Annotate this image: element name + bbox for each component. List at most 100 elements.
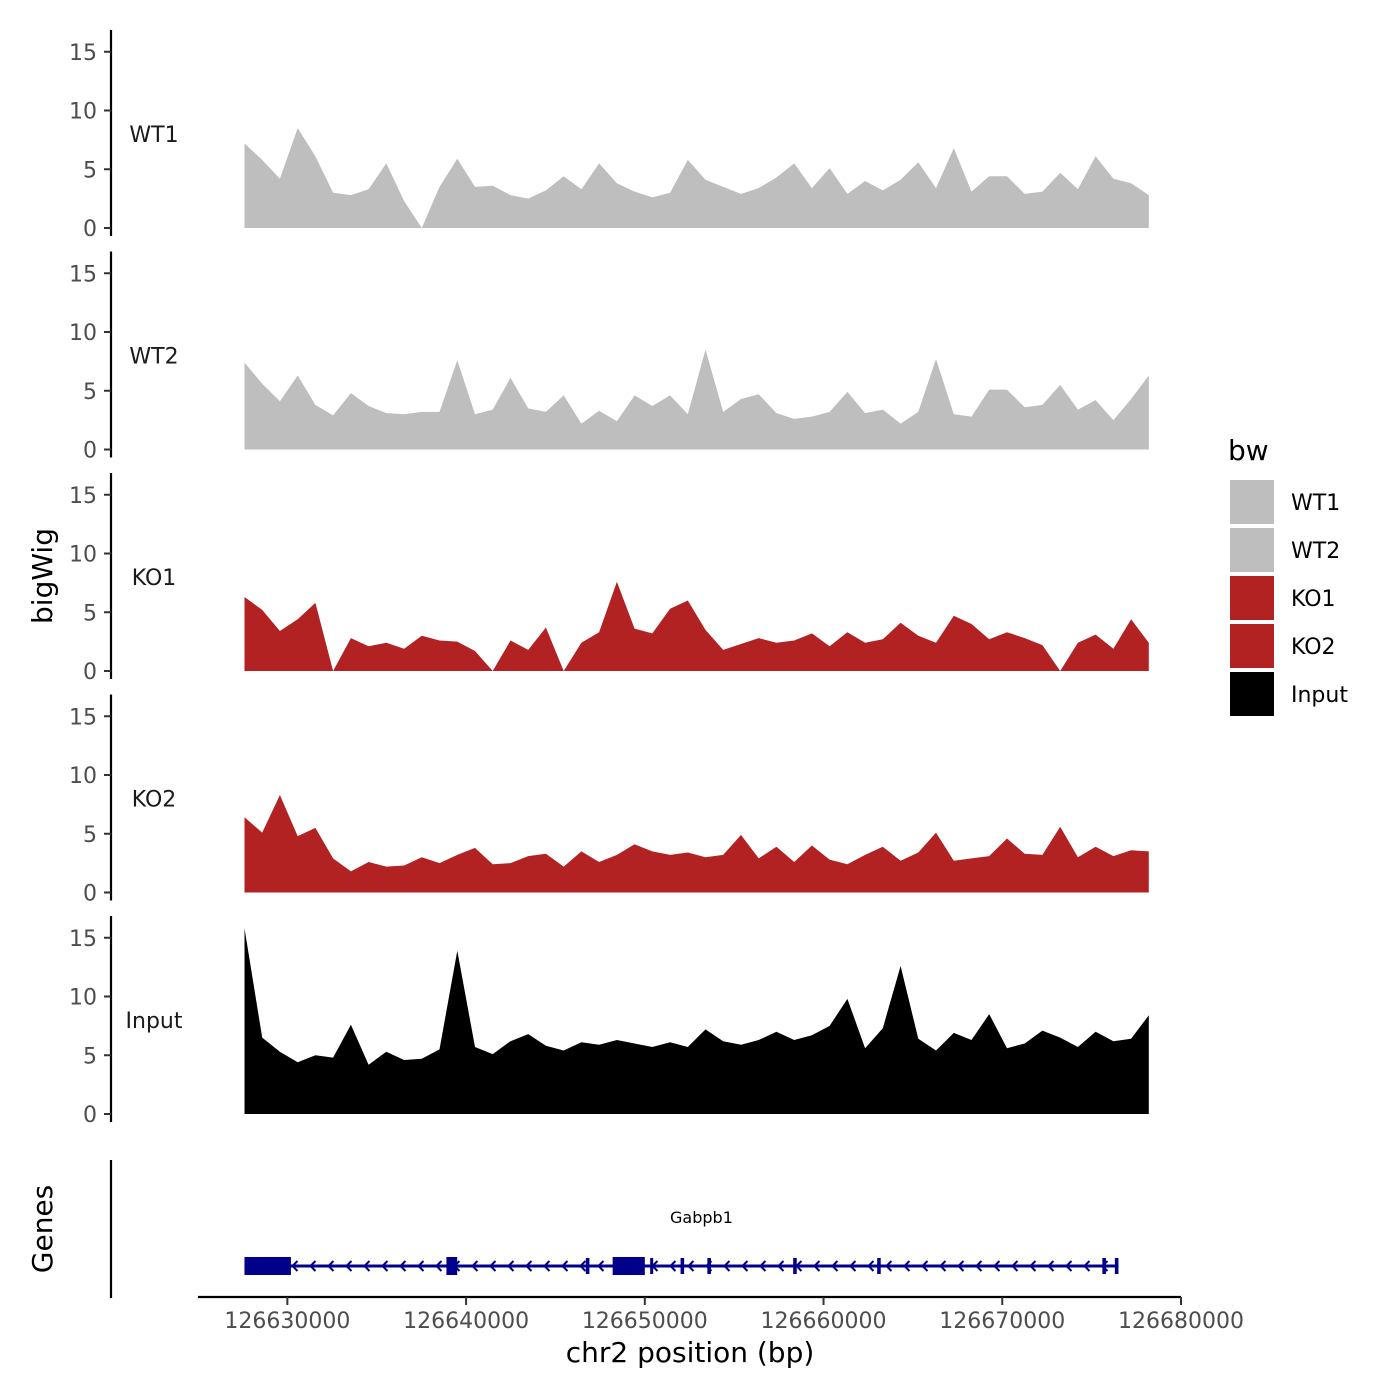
track-wt2: 0 5 10 15 WT2 — [69, 251, 1149, 464]
gene-exon-5 — [650, 1258, 654, 1274]
x-axis-title: chr2 position (bp) — [566, 1336, 815, 1369]
gene-exon-6 — [680, 1258, 685, 1274]
y-tick-label-ko2-5: 5 — [83, 823, 97, 848]
y-tick-label-input-5: 5 — [83, 1044, 97, 1069]
legend-label-wt1: WT1 — [1291, 491, 1340, 516]
y-tick-label-ko1-0: 0 — [83, 660, 97, 685]
strand-arrow — [507, 1260, 515, 1272]
gene-label: Gabpb1 — [670, 1208, 733, 1227]
strand-arrow — [435, 1260, 443, 1272]
gene-exon-10 — [1102, 1258, 1106, 1274]
strand-arrow — [345, 1260, 353, 1272]
track-input: 0 5 10 15 Input — [69, 916, 1149, 1128]
track-ko2: 0 5 10 15 KO2 — [69, 694, 1149, 907]
legend-key-wt1 — [1230, 480, 1274, 524]
track-label-ko1: KO1 — [132, 566, 177, 591]
strand-arrow — [759, 1260, 767, 1272]
bigwig-tracks: 0 5 10 15 WT1 0 5 10 15 WT2 0 5 10 15 KO1 0 5 10 15 KO2 0 5 10… — [69, 30, 1149, 1128]
y-tick-label-input-0: 0 — [83, 1103, 97, 1128]
area-wt2 — [244, 349, 1149, 450]
y-tick-label-ko2-10: 10 — [69, 764, 97, 789]
y-tick-label-wt2-0: 0 — [83, 439, 97, 464]
strand-arrow — [957, 1260, 965, 1272]
gene-exon-8 — [793, 1258, 797, 1274]
strand-arrow — [777, 1260, 785, 1272]
y-tick-label-ko1-10: 10 — [69, 543, 97, 568]
strand-arrow — [525, 1260, 533, 1272]
track-label-input: Input — [126, 1009, 183, 1034]
strand-arrow — [939, 1260, 947, 1272]
y-tick-label-wt1-15: 15 — [69, 41, 97, 66]
strand-arrow — [309, 1260, 317, 1272]
strand-arrow — [471, 1260, 479, 1272]
genes-panel: Genes Gabpb1 — [26, 1160, 1119, 1298]
legend-key-input — [1230, 672, 1274, 716]
strand-arrow — [993, 1260, 1001, 1272]
strand-arrow — [903, 1260, 911, 1272]
legend-key-ko2 — [1230, 624, 1274, 668]
y-tick-label-ko1-15: 15 — [69, 484, 97, 509]
area-wt1 — [244, 128, 1149, 228]
strand-arrow — [597, 1260, 605, 1272]
legend-key-ko1 — [1230, 576, 1274, 620]
strand-arrow — [1029, 1260, 1037, 1272]
strand-arrow — [543, 1260, 551, 1272]
strand-arrow — [1083, 1260, 1091, 1272]
legend-key-wt2 — [1230, 528, 1274, 572]
strand-arrow — [417, 1260, 425, 1272]
strand-arrow — [579, 1260, 587, 1272]
legend-label-wt2: WT2 — [1291, 539, 1340, 564]
strand-arrow — [813, 1260, 821, 1272]
strand-arrow — [381, 1260, 389, 1272]
legend-label-input: Input — [1291, 683, 1348, 708]
strand-arrow — [687, 1260, 695, 1272]
x-axis: chr2 position (bp) 126630000 126640000 126… — [198, 1295, 1244, 1369]
legend: bw WT1 WT2 KO1 KO2 Input — [1228, 434, 1348, 716]
y-tick-label-wt1-0: 0 — [83, 217, 97, 242]
strand-arrow — [1065, 1260, 1073, 1272]
gene-gabpb1: Gabpb1 — [244, 1208, 1119, 1275]
gene-exon-4 — [612, 1257, 645, 1275]
x-tick-label-126670000: 126670000 — [939, 1309, 1065, 1334]
gene-exon-11 — [1114, 1258, 1119, 1274]
strand-arrow — [363, 1260, 371, 1272]
y-axis-title-bigwig: bigWig — [26, 528, 59, 624]
legend-title: bw — [1228, 434, 1269, 467]
y-tick-label-ko2-0: 0 — [83, 882, 97, 907]
area-ko2 — [244, 795, 1149, 893]
x-tick-label-126640000: 126640000 — [403, 1309, 529, 1334]
y-tick-label-input-15: 15 — [69, 927, 97, 952]
strand-arrow — [669, 1260, 677, 1272]
y-tick-label-wt2-15: 15 — [69, 262, 97, 287]
x-tick-label-126680000: 126680000 — [1118, 1309, 1244, 1334]
track-label-wt2: WT2 — [129, 345, 178, 370]
y-tick-label-ko2-15: 15 — [69, 705, 97, 730]
track-ko1: 0 5 10 15 KO1 — [69, 473, 1149, 685]
strand-arrow — [489, 1260, 497, 1272]
strand-arrow — [561, 1260, 569, 1272]
strand-arrow — [1011, 1260, 1019, 1272]
y-tick-label-wt1-10: 10 — [69, 100, 97, 125]
gene-exon-9 — [877, 1258, 881, 1274]
track-label-wt1: WT1 — [129, 123, 178, 148]
x-tick-label-126630000: 126630000 — [224, 1309, 350, 1334]
y-tick-label-input-10: 10 — [69, 986, 97, 1011]
strand-arrow — [831, 1260, 839, 1272]
strand-arrow — [849, 1260, 857, 1272]
strand-arrow — [291, 1260, 299, 1272]
y-tick-label-ko1-5: 5 — [83, 601, 97, 626]
y-tick-label-wt2-5: 5 — [83, 380, 97, 405]
legend-label-ko2: KO2 — [1291, 635, 1336, 660]
gene-exon-2 — [446, 1257, 458, 1275]
x-tick-label-126650000: 126650000 — [582, 1309, 708, 1334]
strand-arrow — [723, 1260, 731, 1272]
strand-arrow — [885, 1260, 893, 1272]
strand-arrow — [867, 1260, 875, 1272]
strand-arrow — [399, 1260, 407, 1272]
gene-exon-3 — [585, 1258, 590, 1274]
legend-label-ko1: KO1 — [1291, 587, 1336, 612]
track-label-ko2: KO2 — [132, 788, 177, 813]
strand-arrow — [741, 1260, 749, 1272]
y-axis-title-genes: Genes — [26, 1185, 59, 1273]
gene-exon-1 — [244, 1257, 291, 1275]
